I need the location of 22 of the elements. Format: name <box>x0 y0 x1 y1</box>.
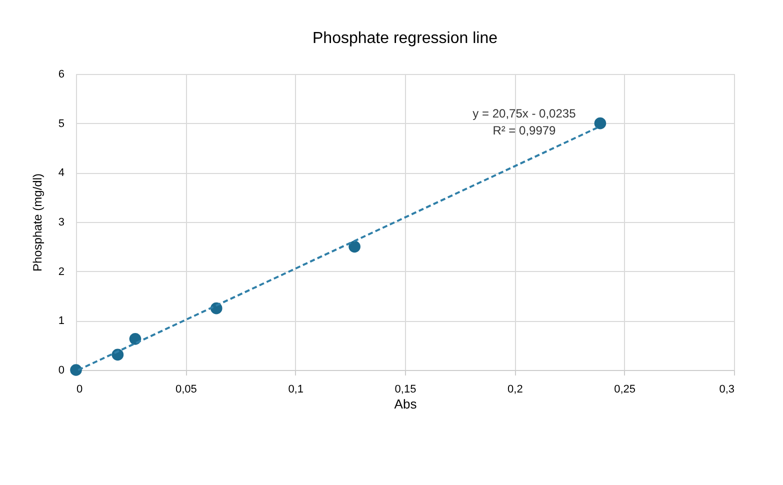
point <box>594 117 606 130</box>
annotation: R² = 0,9979 <box>492 123 556 138</box>
y-tick-label: 3 <box>58 216 64 228</box>
x-tick-label: 0,3 <box>719 384 734 396</box>
x-tick-label: 0,15 <box>394 384 416 396</box>
annotation: y = 20,75x - 0,0235 <box>472 106 576 120</box>
y-tick-label: 2 <box>58 266 64 278</box>
y-axis-title: Phosphate (mg/dl) <box>30 173 44 272</box>
x-axis-title: Abs <box>394 396 418 412</box>
x-tick-label: 0,2 <box>508 384 523 396</box>
y-tick-label: 0 <box>58 364 64 376</box>
x-tick-label: 0,25 <box>614 384 636 396</box>
y-tick-label: 4 <box>58 167 64 180</box>
point <box>70 364 82 376</box>
y-tick-label: 1 <box>58 315 64 328</box>
chart-title: Phosphate regression line <box>312 30 498 47</box>
point <box>348 240 360 253</box>
x-tick-label: 0 <box>76 384 83 396</box>
x-tick-label: 0,05 <box>175 384 197 396</box>
y-tick-label: 6 <box>58 68 64 80</box>
x-tick-label: 0,1 <box>288 384 304 396</box>
y-tick-label: 5 <box>58 118 64 130</box>
